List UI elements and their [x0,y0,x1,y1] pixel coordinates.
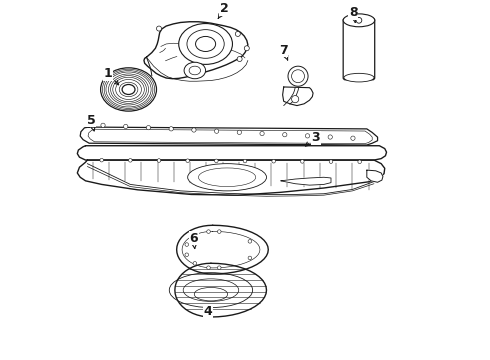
Polygon shape [80,127,378,145]
Circle shape [185,243,189,246]
Circle shape [328,135,332,139]
Circle shape [218,230,221,233]
Polygon shape [283,87,313,105]
Text: 4: 4 [204,305,213,318]
Ellipse shape [292,70,304,83]
Circle shape [156,26,162,31]
Circle shape [243,159,247,163]
Circle shape [123,124,128,129]
Ellipse shape [179,23,232,64]
Polygon shape [144,22,248,79]
Ellipse shape [184,62,206,79]
Ellipse shape [344,73,374,82]
Circle shape [128,158,132,162]
Circle shape [215,159,218,163]
Polygon shape [367,170,383,182]
Circle shape [169,127,173,131]
Ellipse shape [196,36,216,51]
Circle shape [186,159,190,162]
Ellipse shape [100,68,156,111]
Circle shape [356,17,362,23]
Polygon shape [175,263,267,317]
Circle shape [157,159,161,162]
Circle shape [101,123,105,127]
Circle shape [193,234,196,238]
Circle shape [192,128,196,132]
Ellipse shape [189,66,200,75]
Circle shape [218,266,221,270]
Circle shape [272,159,275,163]
Circle shape [351,136,355,140]
Circle shape [248,256,252,260]
Circle shape [147,126,150,130]
Text: 1: 1 [103,67,119,85]
Circle shape [207,230,210,233]
Circle shape [215,129,219,133]
Ellipse shape [343,14,375,27]
Text: 6: 6 [190,232,198,249]
Circle shape [260,131,264,136]
FancyBboxPatch shape [343,18,375,80]
Text: 2: 2 [218,3,229,18]
Circle shape [100,158,103,162]
Polygon shape [177,225,269,274]
Ellipse shape [187,30,224,58]
Circle shape [283,132,287,137]
Circle shape [248,239,252,243]
Text: 8: 8 [349,6,358,23]
Circle shape [237,130,242,135]
Polygon shape [281,177,331,185]
Ellipse shape [288,66,308,86]
Circle shape [358,160,362,163]
Circle shape [193,262,196,265]
Circle shape [300,159,304,163]
Circle shape [237,57,242,62]
Circle shape [329,160,333,163]
Circle shape [235,31,240,36]
Circle shape [207,266,210,270]
Polygon shape [77,146,387,160]
Text: 7: 7 [279,44,288,60]
Circle shape [292,95,299,103]
Ellipse shape [188,164,267,191]
Circle shape [185,253,189,257]
Circle shape [305,134,310,138]
Polygon shape [77,160,385,195]
Text: 5: 5 [87,113,96,131]
Text: 3: 3 [305,131,320,146]
Circle shape [245,46,249,51]
